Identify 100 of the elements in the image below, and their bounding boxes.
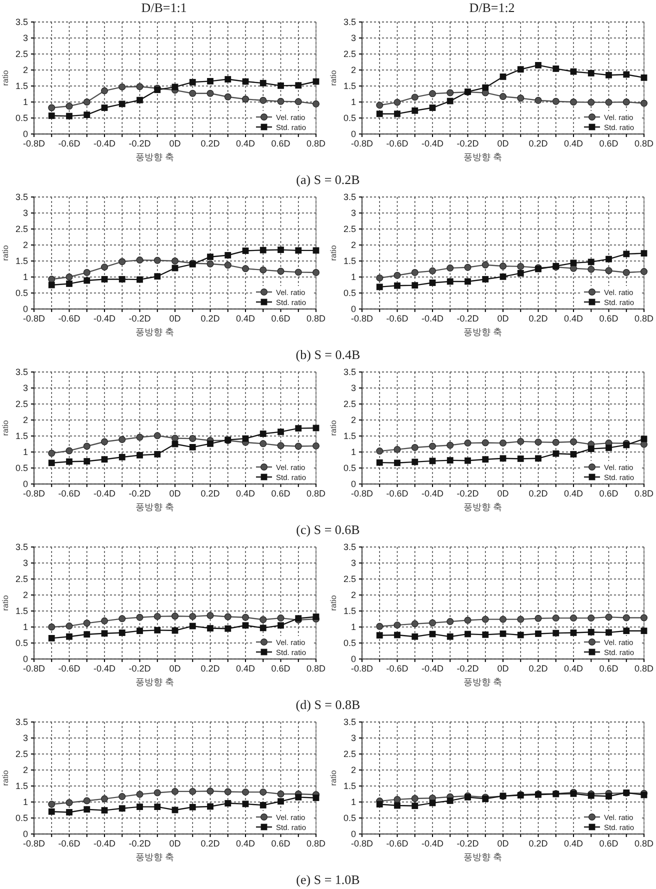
- x-tick-label: 0.8D: [306, 663, 326, 674]
- point: [482, 276, 489, 282]
- y-axis-title: ratio: [329, 70, 338, 86]
- point: [83, 620, 90, 627]
- point: [588, 614, 595, 622]
- y-tick-label: 0: [22, 304, 28, 314]
- point: [394, 98, 401, 106]
- point: [48, 460, 55, 466]
- y-tick-label: 1: [350, 796, 356, 807]
- point: [464, 630, 471, 638]
- y-axis-title: ratio: [329, 420, 338, 436]
- x-tick-label: 0D: [169, 838, 182, 848]
- x-tick-label: -0.6D: [58, 313, 81, 324]
- point: [446, 89, 454, 96]
- point: [118, 436, 126, 444]
- point: [294, 268, 302, 276]
- point: [588, 70, 594, 76]
- point: [207, 440, 214, 447]
- point: [605, 98, 612, 106]
- point: [206, 612, 214, 619]
- point: [570, 438, 577, 446]
- point: [66, 280, 72, 287]
- point: [224, 76, 232, 82]
- y-tick-label: 2.5: [15, 224, 28, 234]
- point: [464, 278, 471, 285]
- point: [66, 622, 73, 630]
- y-tick-label: 1.5: [343, 430, 356, 441]
- point: [446, 264, 454, 272]
- x-tick-label: -0.6D: [386, 138, 409, 148]
- point: [588, 98, 595, 106]
- point: [412, 802, 418, 810]
- x-tick-label: 0.8D: [634, 313, 654, 324]
- point: [517, 632, 524, 638]
- point: [118, 454, 126, 460]
- point: [376, 284, 383, 290]
- point: [154, 273, 161, 280]
- point: [224, 262, 232, 269]
- point: [376, 274, 384, 282]
- x-tick-label: -0.2D: [456, 138, 480, 148]
- point: [260, 246, 266, 254]
- point: [136, 804, 143, 810]
- x-tick-label: 0D: [497, 138, 510, 148]
- point: [224, 252, 232, 258]
- y-axis-title: ratio: [1, 420, 10, 436]
- y-tick-label: 3.5: [343, 716, 356, 727]
- y-tick-label: 0: [22, 654, 28, 664]
- point: [429, 267, 436, 274]
- point: [412, 458, 418, 466]
- point: [172, 788, 178, 795]
- point: [277, 790, 284, 798]
- x-tick-label: -0.6D: [386, 313, 409, 324]
- point: [500, 273, 506, 280]
- point: [622, 614, 630, 622]
- point: [66, 112, 72, 120]
- y-tick-label: 1.5: [15, 780, 28, 791]
- text: (b) S = 0.4B: [294, 347, 362, 363]
- point: [101, 87, 108, 94]
- point: [206, 788, 214, 795]
- y-tick-label: 3.5: [343, 192, 356, 202]
- y-tick-label: 0: [22, 828, 28, 839]
- point: [517, 66, 524, 73]
- point: [394, 460, 400, 466]
- x-tick-label: -0.4D: [93, 838, 116, 848]
- point: [48, 624, 56, 630]
- y-tick-label: 1: [350, 622, 356, 632]
- point: [394, 802, 400, 809]
- point: [242, 265, 249, 272]
- point: [189, 612, 196, 620]
- x-tick-label: 0.6D: [271, 488, 291, 498]
- point: [606, 793, 612, 800]
- x-tick-label: 0.6D: [599, 488, 619, 498]
- y-tick-label: 2: [22, 64, 28, 75]
- y-tick-label: 2: [22, 764, 28, 775]
- point: [552, 66, 560, 72]
- point: [623, 250, 630, 258]
- x-tick-label: 0.6D: [271, 313, 291, 324]
- x-tick-label: -0.2D: [128, 663, 152, 674]
- x-tick-label: -0.8D: [22, 138, 46, 148]
- point: [640, 100, 648, 107]
- point: [101, 104, 108, 111]
- y-tick-label: 3.5: [15, 542, 28, 552]
- y-tick-label: 3.5: [343, 366, 356, 377]
- point: [412, 107, 418, 114]
- point: [278, 622, 284, 629]
- point: [66, 633, 72, 640]
- y-tick-label: 2: [350, 64, 356, 75]
- point: [295, 247, 302, 254]
- x-tick-label: 0.4D: [564, 488, 584, 498]
- point: [570, 260, 577, 266]
- y-tick-label: 2.5: [343, 574, 356, 584]
- point: [154, 627, 161, 634]
- point: [517, 438, 524, 445]
- x-tick-label: 0D: [169, 138, 182, 148]
- point: [207, 625, 214, 632]
- y-tick-label: 0: [22, 478, 28, 489]
- y-tick-label: 1: [22, 96, 28, 107]
- point: [189, 788, 196, 795]
- x-tick-label: 0D: [497, 488, 510, 498]
- y-tick-label: 2: [350, 764, 356, 775]
- x-tick-label: -0.2D: [128, 138, 152, 148]
